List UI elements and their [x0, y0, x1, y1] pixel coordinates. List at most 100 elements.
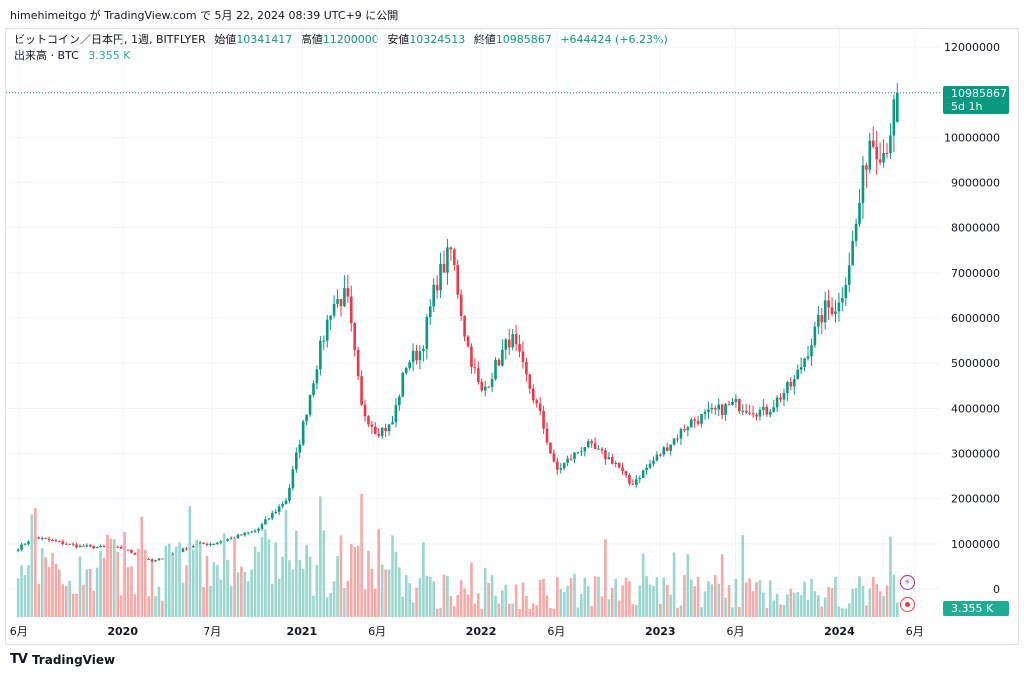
volume-bar: [762, 592, 765, 617]
candle-body: [380, 427, 384, 436]
volume-bar: [432, 581, 435, 617]
record-icon[interactable]: [900, 597, 915, 612]
candle-body: [576, 452, 580, 454]
volume-bar: [205, 555, 209, 617]
volume-bar: [374, 588, 377, 617]
volume-bar: [267, 539, 271, 617]
candle-body: [847, 265, 851, 285]
volume-bar: [823, 597, 827, 617]
candle-body: [617, 462, 621, 468]
volume-bar: [466, 594, 470, 617]
candle-body: [566, 458, 569, 463]
volume-bar: [490, 575, 494, 617]
candle-body: [518, 344, 521, 352]
lightning-icon[interactable]: ⚡︎: [900, 575, 915, 590]
open-label: 始値: [214, 33, 237, 46]
candle-body: [779, 397, 782, 400]
candle-body: [315, 369, 319, 384]
candle-body: [411, 350, 415, 363]
candle-body: [717, 404, 721, 410]
volume-bar: [240, 566, 243, 617]
candle-body: [404, 368, 408, 373]
volume-bar: [470, 562, 473, 617]
candle-body: [610, 457, 614, 464]
volume-bar: [209, 586, 212, 617]
volume-bar: [270, 583, 274, 617]
candle-body: [301, 421, 305, 445]
volume-bar: [483, 567, 487, 617]
candle-body: [346, 288, 350, 297]
tradingview-logo[interactable]: TV TradingView: [10, 652, 115, 667]
candle-body: [374, 426, 377, 434]
candle-body: [267, 518, 271, 520]
volume-bar: [150, 561, 154, 617]
candle-body: [27, 541, 30, 544]
candle-body: [198, 542, 202, 544]
candle-body: [854, 223, 858, 241]
volume-bar: [236, 572, 240, 617]
volume-bar: [820, 606, 824, 617]
volume-bar: [322, 530, 326, 617]
candle-body: [336, 299, 339, 304]
candle-body: [689, 419, 693, 428]
candle-body: [205, 543, 209, 545]
volume-bar: [593, 576, 597, 617]
volume-bar: [494, 595, 497, 617]
volume-bar: [841, 608, 844, 617]
volume-bar: [861, 586, 865, 617]
volume-bar: [301, 568, 305, 617]
volume-bar: [556, 577, 559, 617]
candle-body: [538, 403, 542, 411]
candle-body: [758, 410, 762, 417]
volume-bar: [216, 565, 219, 617]
volume-bar: [504, 584, 508, 617]
candle-body: [556, 461, 559, 470]
candle-body: [806, 356, 810, 359]
volume-bar: [676, 607, 679, 617]
candle-body: [343, 288, 346, 307]
volume-bar: [703, 591, 707, 617]
candle-body: [319, 340, 322, 370]
candle-body: [662, 447, 666, 455]
volume-bar: [834, 576, 837, 617]
candle-body: [47, 538, 51, 541]
candle-body: [226, 539, 229, 541]
candle-body: [422, 348, 425, 352]
volume-bar: [349, 544, 353, 617]
volume-bar: [782, 605, 786, 617]
candle-body: [593, 443, 597, 449]
volume-bar: [23, 574, 27, 617]
y-tick-label: 5000000: [951, 357, 1000, 370]
volume-bar: [600, 596, 604, 617]
last-price-tag: 10985867 5d 1h: [943, 86, 1009, 114]
candle-body: [277, 506, 281, 512]
volume-bar: [143, 549, 147, 617]
candle-body: [707, 409, 710, 412]
candle-body: [147, 559, 150, 561]
volume-bar: [171, 554, 174, 617]
volume-bar: [621, 585, 624, 617]
volume-bar: [528, 608, 532, 617]
candle-body: [88, 545, 92, 547]
volume-bar: [212, 562, 216, 617]
volume-bar: [775, 593, 779, 617]
volume-bar: [260, 536, 264, 617]
candle-body: [830, 307, 834, 315]
volume-bar: [501, 590, 504, 617]
volume-bar: [415, 587, 418, 617]
candle-body: [628, 475, 631, 484]
candle-body: [686, 427, 690, 431]
volume-bar: [119, 595, 123, 617]
candle-body: [185, 548, 188, 550]
candle-body: [356, 349, 360, 377]
candle-body: [20, 544, 23, 550]
volume-bar: [758, 580, 762, 617]
volume-bar: [463, 588, 466, 617]
candle-body: [569, 458, 573, 460]
candle-body: [270, 513, 274, 519]
candle-body: [827, 300, 830, 308]
candle-body: [377, 433, 381, 436]
candle-body: [562, 462, 566, 469]
volume-bar: [191, 549, 195, 617]
